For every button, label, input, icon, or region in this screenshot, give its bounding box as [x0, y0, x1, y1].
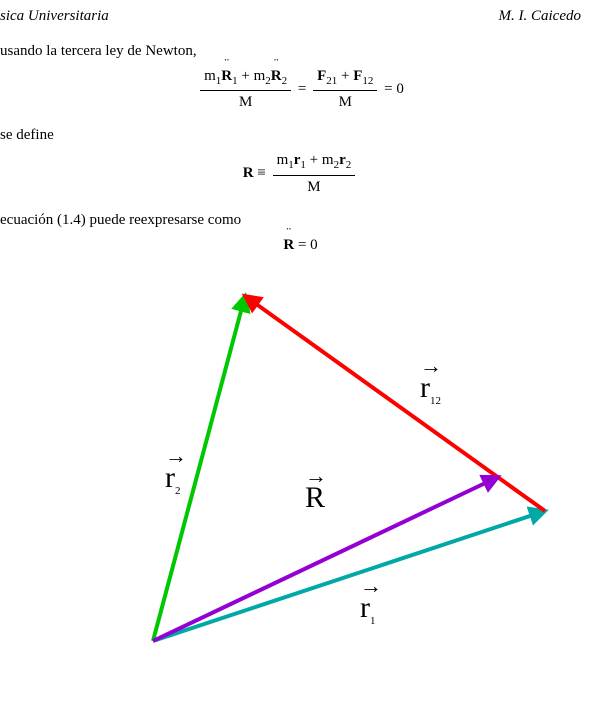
label-r1: r1: [360, 591, 376, 627]
label-r2: r2: [165, 461, 181, 497]
header-left: sica Universitaria: [0, 8, 109, 25]
label-R: R: [305, 481, 325, 515]
vector-r12: [245, 296, 545, 511]
vector-r1: [153, 511, 545, 641]
equation-3: R = 0: [0, 235, 601, 256]
equation-2: R ≡ m1r1 + m2r2 M: [0, 150, 601, 197]
equation-1: m1R1 + m2R2 M = F21 + F12 M = 0: [0, 66, 601, 113]
header-right: M. I. Caicedo: [499, 8, 581, 25]
text-line1: usando la tercera ley de Newton,: [0, 43, 601, 60]
text-line3: ecuación (1.4) puede reexpresarse como: [0, 212, 601, 229]
text-line2: se define: [0, 127, 601, 144]
vector-R-center: [153, 477, 498, 641]
vector-diagram: r1 r2 r12 R: [0, 286, 611, 666]
label-r12: r12: [420, 371, 441, 407]
